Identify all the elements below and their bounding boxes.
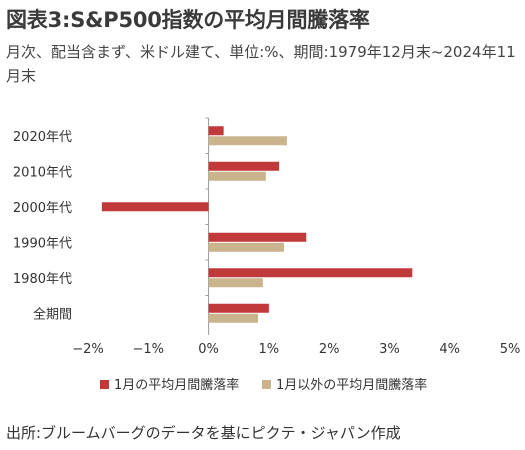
x-tick-label: 1% [259,342,280,357]
x-tick-label: 5% [500,342,521,357]
bar-january [208,232,307,242]
bar-january [208,126,224,136]
x-tick-label: 0% [198,342,219,357]
bars-layer [101,126,413,323]
legend-swatch-other-months [262,380,271,389]
legend-label-other-months: 1月以外の平均月間騰落率 [276,377,427,393]
y-category-label: 2020年代 [13,130,72,145]
bar-other-months [208,242,284,252]
source-note: 出所:ブルームバーグのデータを基にピクテ・ジャパン作成 [6,424,401,442]
x-tick-label: 4% [439,342,460,357]
legend: 1月の平均月間騰落率 1月以外の平均月間騰落率 [100,377,427,393]
y-category-label: 1990年代 [13,236,72,251]
bar-other-months [208,136,287,146]
bar-chart: −2% −1% 0% 1% 2% 3% 4% 5% 2020年代 2010年代 2000年代 1990… [13,117,520,393]
bar-other-months [208,171,266,181]
bar-january [208,268,413,278]
x-tick-label: −1% [133,342,165,357]
legend-swatch-january [100,380,109,389]
bar-january [208,161,280,171]
legend-label-january: 1月の平均月間騰落率 [114,377,239,393]
x-tick-label: −2% [72,342,104,357]
x-tick-label: 3% [379,342,400,357]
bar-january [101,202,209,212]
labels-layer: −2% −1% 0% 1% 2% 3% 4% 5% 2020年代 2010年代 2000年代 1990… [13,130,520,357]
y-category-label: 全期間 [33,306,72,322]
y-category-label: 2000年代 [13,201,72,216]
bar-other-months [208,313,259,323]
bar-january [208,303,269,313]
y-category-label: 2010年代 [13,165,72,180]
chart-subtitle: 月次、配当含まず、米ドル建て、単位:%、期間:1979年12月末~2024年11… [6,43,516,85]
chart-title: 図表3:S&P500指数の平均月間騰落率 [6,8,370,32]
y-category-label: 1980年代 [13,272,72,287]
bar-other-months [208,278,263,288]
axis-layer [205,117,210,335]
x-tick-label: 2% [319,342,340,357]
